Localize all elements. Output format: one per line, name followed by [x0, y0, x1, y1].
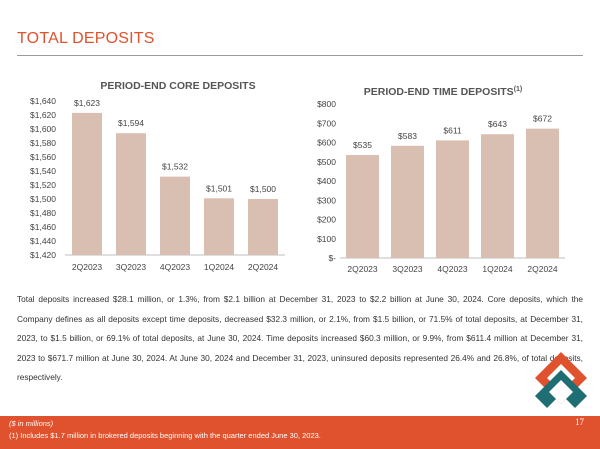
core-y-tick-label: $1,620	[30, 110, 56, 120]
time-category-label: 2Q2024	[527, 264, 558, 274]
footnote: (1) Includes $1.7 million in brokered de…	[9, 431, 321, 440]
time-y-tick-label: $500	[317, 157, 336, 167]
core-y-tick-label: $1,640	[30, 96, 56, 106]
page-title: TOTAL DEPOSITS	[17, 30, 155, 47]
time-category-label: 1Q2024	[482, 264, 513, 274]
core-y-tick-label: $1,500	[30, 194, 56, 204]
time-bar-2Q2023	[346, 155, 379, 258]
time-data-label: $672	[533, 114, 552, 124]
core-data-label: $1,623	[74, 98, 100, 108]
title-divider	[17, 55, 583, 56]
core-category-label: 4Q2023	[160, 262, 191, 272]
core-bar-3Q2023	[116, 133, 146, 255]
time-data-label: $643	[488, 119, 507, 129]
time-deposits-title-superscript: (1)	[514, 86, 523, 93]
time-y-tick-label: $-	[328, 253, 336, 263]
time-y-tick-label: $700	[317, 118, 336, 128]
units-note: ($ in millions)	[9, 419, 54, 428]
core-data-label: $1,501	[206, 183, 232, 193]
time-y-tick-label: $600	[317, 138, 336, 148]
time-y-tick-label: $200	[317, 215, 336, 225]
time-bar-1Q2024	[481, 134, 514, 258]
core-category-label: 2Q2024	[248, 262, 279, 272]
time-category-label: 3Q2023	[392, 264, 423, 274]
core-y-tick-label: $1,420	[30, 250, 56, 260]
core-deposits-chart-title: PERIOD-END CORE DEPOSITS	[100, 80, 255, 92]
core-data-label: $1,500	[250, 184, 276, 194]
core-data-label: $1,532	[162, 162, 188, 172]
time-bar-2Q2024	[526, 128, 559, 258]
time-bar-4Q2023	[436, 140, 469, 258]
time-data-label: $611	[443, 125, 462, 135]
time-y-tick-label: $800	[317, 99, 336, 109]
core-bar-4Q2023	[160, 176, 190, 255]
time-category-label: 2Q2023	[347, 264, 378, 274]
time-category-label: 4Q2023	[437, 264, 468, 274]
time-y-tick-label: $400	[317, 176, 336, 186]
core-y-tick-label: $1,540	[30, 166, 56, 176]
footer-bar	[0, 416, 600, 449]
time-data-label: $535	[353, 140, 372, 150]
time-y-tick-label: $300	[317, 195, 336, 205]
core-y-tick-label: $1,580	[30, 138, 56, 148]
core-y-tick-label: $1,480	[30, 208, 56, 218]
time-deposits-title-text: PERIOD-END TIME DEPOSITS	[364, 86, 514, 98]
core-category-label: 2Q2023	[72, 262, 103, 272]
core-data-label: $1,594	[118, 118, 144, 128]
page-number: 17	[575, 417, 584, 427]
time-data-label: $583	[398, 131, 417, 141]
time-bar-3Q2023	[391, 145, 424, 258]
core-y-tick-label: $1,440	[30, 236, 56, 246]
core-category-label: 1Q2024	[204, 262, 235, 272]
core-y-tick-label: $1,600	[30, 124, 56, 134]
time-deposits-chart-title: PERIOD-END TIME DEPOSITS(1)	[364, 86, 523, 98]
core-y-tick-label: $1,460	[30, 222, 56, 232]
core-category-label: 3Q2023	[116, 262, 147, 272]
core-bar-1Q2024	[204, 198, 234, 255]
core-y-tick-label: $1,520	[30, 180, 56, 190]
company-logo	[535, 352, 587, 408]
narrative-paragraph: Total deposits increased $28.1 million, …	[17, 294, 583, 382]
core-bar-2Q2023	[72, 112, 102, 256]
time-y-tick-label: $100	[317, 234, 336, 244]
core-bar-2Q2024	[248, 199, 278, 255]
core-y-tick-label: $1,560	[30, 152, 56, 162]
